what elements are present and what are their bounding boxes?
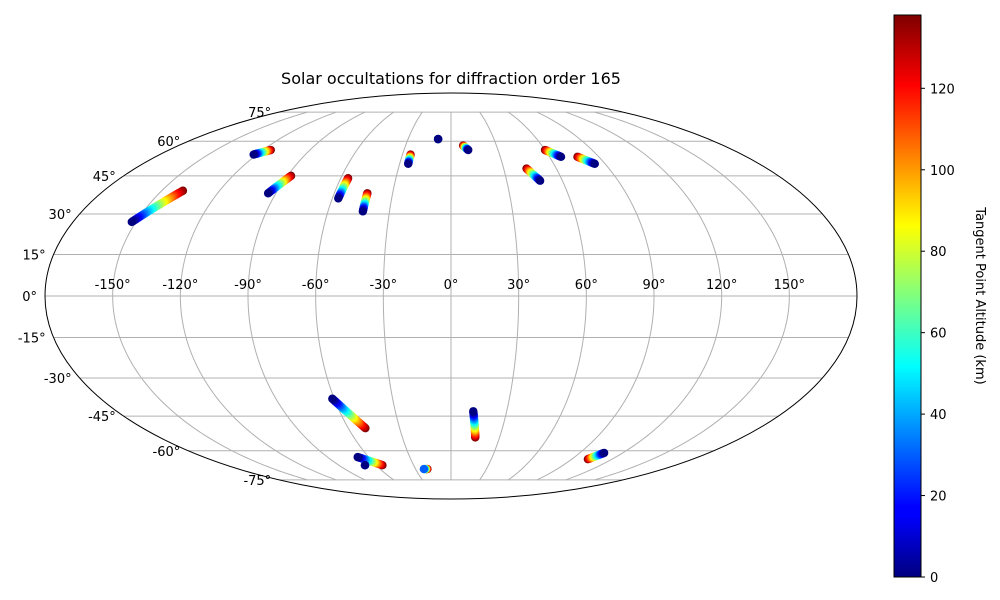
colorbar-ticks: 0 20 40 60 80 100 120 [921,82,955,586]
occultation-track [358,189,372,216]
x-tick-label: 150° [774,278,805,293]
occultation-track [353,452,387,470]
longitude-tick-labels: -150° -120° -90° -60° -30° 0° 30° 60° 90° 120° 150… [95,278,805,293]
grid-meridian [536,111,655,481]
track-point [556,152,566,162]
colorbar-tick-label: 60 [930,327,947,342]
x-tick-label: -120° [162,278,198,293]
track-point [358,207,368,216]
occultation-track [404,150,415,169]
occultation-track [433,134,443,144]
occultation-track [249,145,275,159]
y-tick-label: -15° [18,332,46,347]
grid-meridian [565,111,723,481]
occultation-track [540,145,566,162]
track-point [249,150,258,159]
x-tick-label: 90° [642,278,665,293]
grid-meridian [315,111,395,481]
occultation-track [127,186,188,227]
grid-meridian [479,111,520,481]
grid-meridian [594,111,790,481]
x-tick-label: -60° [302,278,330,293]
grid-meridian [507,111,587,481]
colorbar-tick-label: 40 [930,408,947,423]
colorbar-tick-label: 20 [930,490,947,505]
occultation-track [573,152,599,169]
x-tick-label: -150° [95,278,131,293]
track-point [404,159,413,169]
occultation-track [360,461,370,470]
occultation-tracks [127,134,609,474]
x-tick-label: -90° [234,278,262,293]
track-point [127,217,136,227]
y-tick-label: 45° [93,170,116,185]
grid-meridian [179,111,337,481]
chart-title: Solar occultations for diffraction order… [281,69,621,88]
y-tick-label: 30° [49,208,72,223]
colorbar: 0 20 40 60 80 100 120 Tangent Point Altitude (… [893,14,987,586]
occultation-track [522,164,545,185]
track-point [419,464,429,474]
colorbar-tick-label: 0 [930,571,938,586]
y-tick-label: 0° [22,290,37,305]
colorbar-tick-label: 100 [930,164,955,179]
track-point [334,194,343,203]
latitude-tick-labels: 75° 60° 45° 30° 15° 0° -15° -30° -45° -60° -75° [18,106,271,489]
occultation-track [334,174,353,203]
track-point [599,448,609,458]
grid-meridian [112,111,308,481]
y-tick-label: 15° [23,248,46,263]
y-tick-label: -30° [44,372,72,387]
colorbar-gradient [893,14,922,578]
track-point [433,134,443,144]
grid-meridian [247,111,366,481]
occultation-track [263,171,296,198]
y-tick-label: -45° [88,410,116,425]
x-tick-label: 60° [575,278,598,293]
occultation-track [458,141,473,155]
x-tick-label: -30° [369,278,397,293]
grid-meridian [382,111,423,481]
track-point [353,452,362,462]
map-outline [44,92,858,500]
x-tick-label: 120° [706,278,737,293]
x-tick-label: 30° [507,278,530,293]
occultation-track [419,464,432,474]
track-point [360,461,370,470]
colorbar-tick-label: 80 [930,245,947,260]
track-point [328,394,337,403]
track-point [469,407,478,416]
track-point [535,176,545,185]
occultation-track [583,448,609,464]
y-tick-label: 60° [157,135,180,150]
x-tick-label: 0° [444,278,459,293]
colorbar-tick-label: 120 [930,82,955,97]
y-tick-label: -75° [243,474,271,489]
track-point [263,189,273,198]
track-point [464,145,473,155]
occultation-track [469,407,480,442]
y-tick-label: 75° [248,106,271,121]
occultation-track [328,394,370,433]
graticule [45,111,857,481]
colorbar-label: Tangent Point Altitude (km) [972,206,987,384]
track-point [590,159,599,169]
y-tick-label: -60° [153,445,181,460]
